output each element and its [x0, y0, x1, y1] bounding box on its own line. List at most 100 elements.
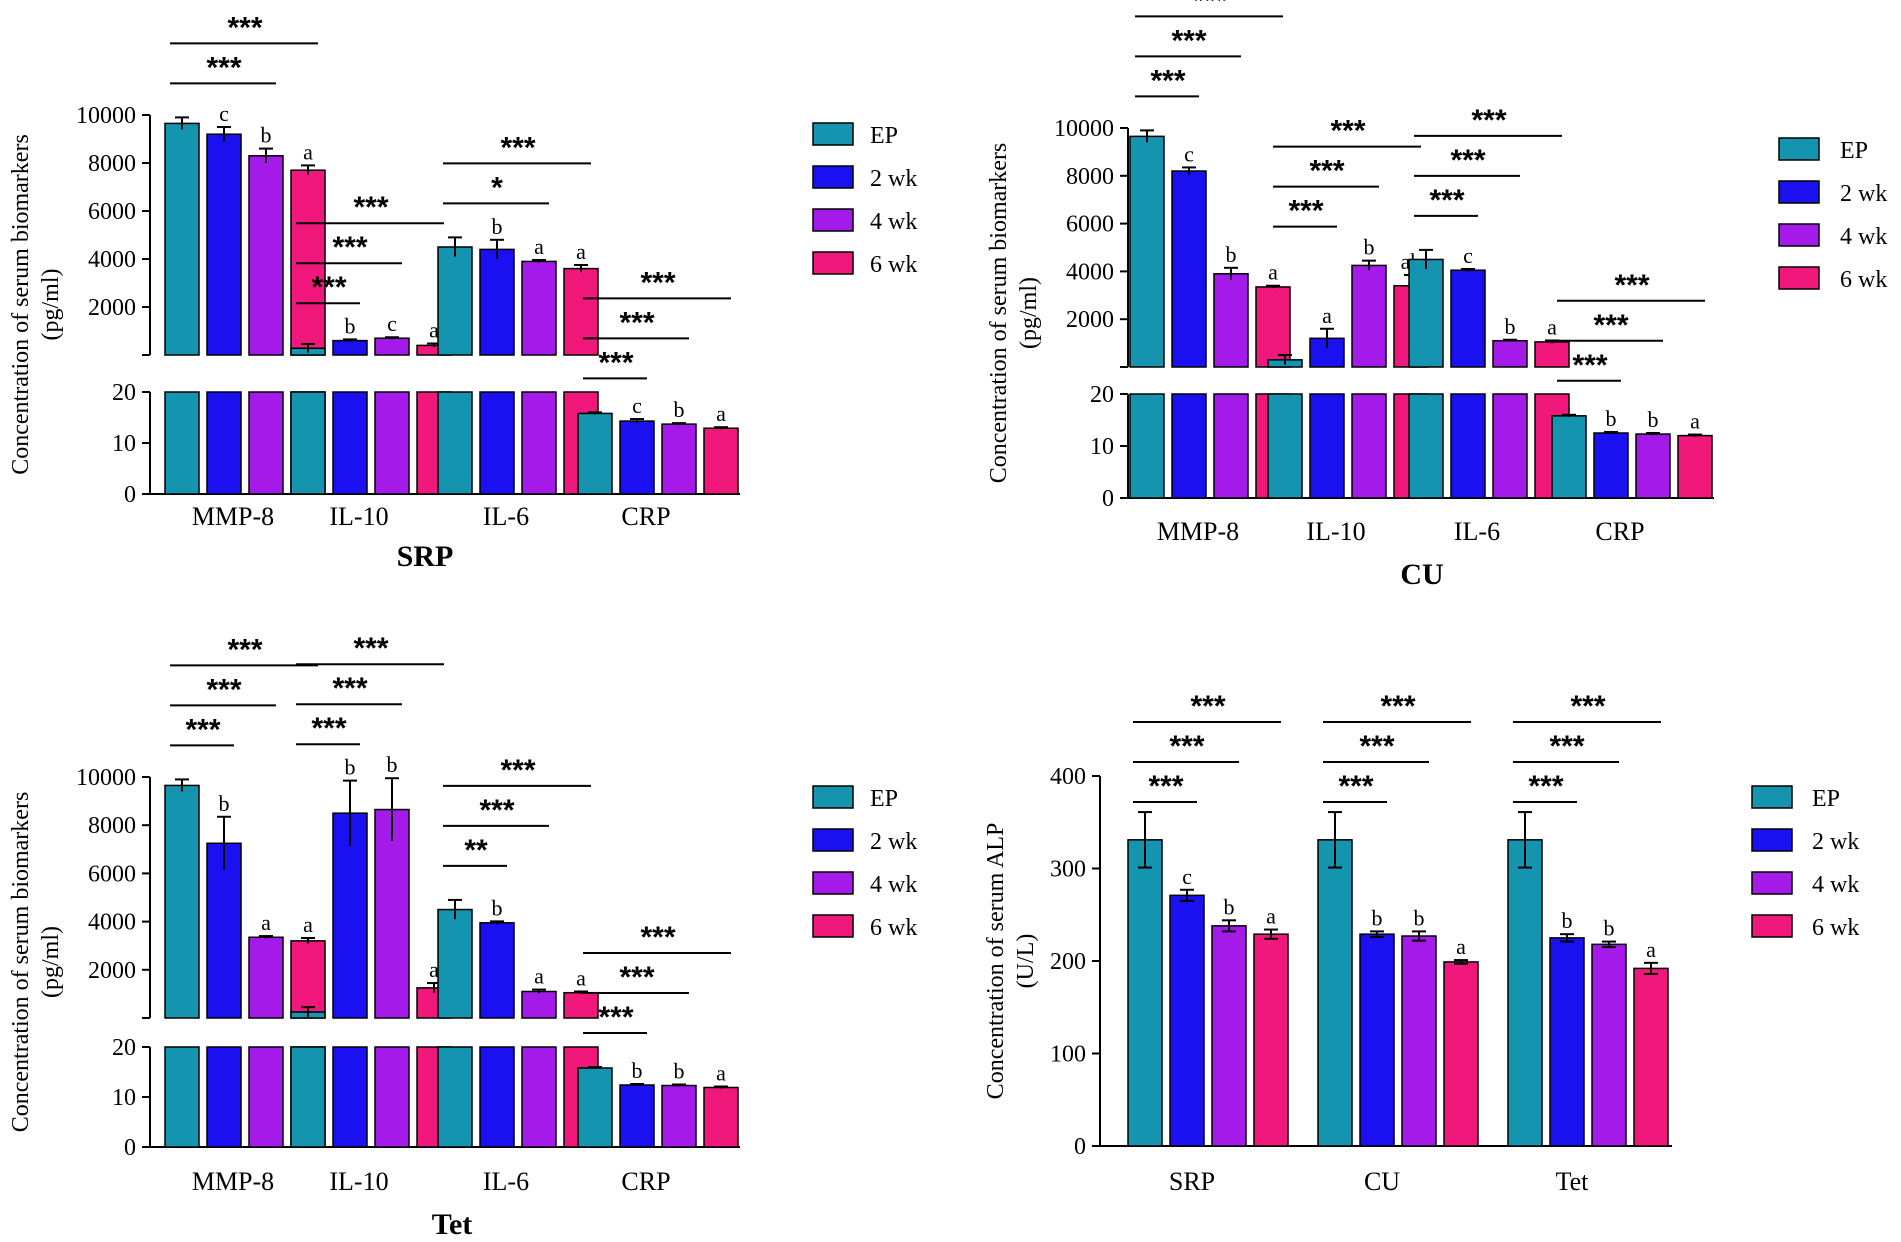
- significance-letter: a: [534, 234, 544, 259]
- bar-lower-segment: [1129, 393, 1165, 499]
- bar: [206, 133, 242, 356]
- y-tick-label: 8000: [88, 151, 136, 177]
- significance-mark: ***: [1429, 184, 1464, 217]
- significance-mark: ***: [1359, 730, 1394, 763]
- bar-lower-segment: [164, 391, 200, 495]
- significance-letter: b: [1604, 916, 1615, 941]
- significance-mark: ***: [227, 633, 262, 666]
- significance-mark: ***: [353, 191, 388, 224]
- bar: [374, 337, 410, 356]
- y-tick-label: 0: [124, 1135, 136, 1161]
- bar: [661, 423, 697, 495]
- significance-mark: ***: [1190, 690, 1225, 723]
- bar: [1408, 258, 1444, 368]
- significance-letter: a: [1268, 260, 1278, 285]
- y-tick-label: 10: [112, 431, 136, 457]
- bar: [1507, 839, 1543, 1147]
- significance-mark: ***: [1471, 104, 1506, 137]
- significance-mark: *: [491, 171, 503, 204]
- significance-letter: c: [632, 393, 642, 418]
- significance-mark: ***: [640, 921, 675, 954]
- x-tick-label: CRP: [621, 1167, 670, 1196]
- x-tick-label: IL-10: [1306, 517, 1365, 546]
- significance-mark: ***: [1570, 690, 1605, 723]
- legend-swatch: [1778, 137, 1820, 161]
- bar-lower-segment: [248, 391, 284, 495]
- bar: [521, 990, 557, 1019]
- significance-mark: ***: [1450, 144, 1485, 177]
- bar: [1171, 170, 1207, 368]
- y-axis-label: (U/L): [1013, 934, 1039, 989]
- x-tick-label: IL-6: [483, 502, 529, 531]
- significance-mark: ***: [1380, 690, 1415, 723]
- bar: [1127, 839, 1163, 1147]
- y-axis-label: Concentration of serum biomarkers: [8, 134, 34, 475]
- significance-letter: a: [303, 912, 313, 937]
- y-tick-label: 6000: [88, 199, 136, 225]
- bar: [437, 246, 473, 356]
- significance-letter: a: [1547, 314, 1557, 339]
- significance-mark: ***: [1572, 349, 1607, 382]
- legend-label: 4 wk: [870, 872, 917, 898]
- y-tick-label: 2000: [1066, 307, 1114, 333]
- x-tick-label: CU: [1364, 1167, 1400, 1196]
- bar: [1593, 432, 1629, 499]
- significance-letter: b: [1226, 242, 1237, 267]
- significance-letter: a: [1456, 934, 1466, 959]
- bar-lower-segment: [1267, 393, 1303, 499]
- x-tick-label: MMP-8: [192, 502, 274, 531]
- significance-letter: b: [1562, 908, 1573, 933]
- significance-letter: a: [1322, 303, 1332, 328]
- significance-mark: ***: [598, 1001, 633, 1034]
- significance-letter: a: [429, 317, 439, 342]
- legend-label: 6 wk: [870, 252, 917, 278]
- significance-mark: ***: [1338, 770, 1373, 803]
- bar: [1351, 264, 1387, 368]
- legend-label: EP: [870, 786, 898, 812]
- chart-title: CU: [1400, 558, 1443, 591]
- bar-lower-segment: [1309, 393, 1345, 499]
- bar: [1450, 269, 1486, 368]
- chart-panel-1: 20 10 0 10000 8000 6000 4000 2000 Concentration …: [8, 11, 917, 573]
- legend-label: EP: [1840, 138, 1868, 164]
- bar: [1317, 839, 1353, 1147]
- bar: [1129, 135, 1165, 368]
- x-tick-label: IL-6: [483, 1167, 529, 1196]
- significance-mark: ***: [311, 712, 346, 745]
- significance-letter: a: [303, 139, 313, 164]
- bar-lower-segment: [521, 391, 557, 495]
- x-tick-label: IL-6: [1454, 517, 1500, 546]
- bar: [1492, 339, 1528, 368]
- bar: [1401, 935, 1437, 1147]
- significance-mark: ***: [1150, 64, 1185, 97]
- bar: [1359, 933, 1395, 1147]
- bar-lower-segment: [332, 391, 368, 495]
- chart-title: Tet: [432, 1208, 473, 1241]
- bar-lower-segment: [206, 391, 242, 495]
- bar: [1253, 933, 1289, 1147]
- x-tick-label: Tet: [1556, 1167, 1590, 1196]
- bar: [1635, 433, 1671, 499]
- bar: [479, 248, 515, 356]
- bar-lower-segment: [437, 391, 473, 495]
- bar-lower-segment: [521, 1046, 557, 1148]
- bar: [164, 784, 200, 1019]
- y-tick-label: 400: [1050, 764, 1086, 790]
- bar-lower-segment: [1171, 393, 1207, 499]
- bar: [1443, 961, 1479, 1147]
- significance-mark: ***: [598, 346, 633, 379]
- bar-lower-segment: [1408, 393, 1444, 499]
- significance-letter: a: [1646, 937, 1656, 962]
- bar: [479, 922, 515, 1019]
- bar: [1633, 967, 1669, 1147]
- significance-mark: ***: [311, 271, 346, 304]
- y-tick-label: 20: [1090, 382, 1114, 408]
- significance-letter: b: [674, 397, 685, 422]
- legend-label: 2 wk: [870, 166, 917, 192]
- legend-label: 4 wk: [870, 209, 917, 235]
- bar: [661, 1084, 697, 1148]
- bar: [437, 908, 473, 1019]
- y-tick-label: 10000: [76, 765, 136, 791]
- bar: [1551, 415, 1587, 499]
